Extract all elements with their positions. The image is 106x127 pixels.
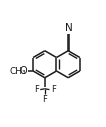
Text: CH₃: CH₃ bbox=[10, 67, 26, 75]
Text: F: F bbox=[42, 95, 47, 104]
Text: O: O bbox=[20, 66, 28, 76]
Text: F: F bbox=[34, 85, 39, 94]
Text: N: N bbox=[65, 23, 73, 33]
Text: F: F bbox=[51, 85, 56, 94]
